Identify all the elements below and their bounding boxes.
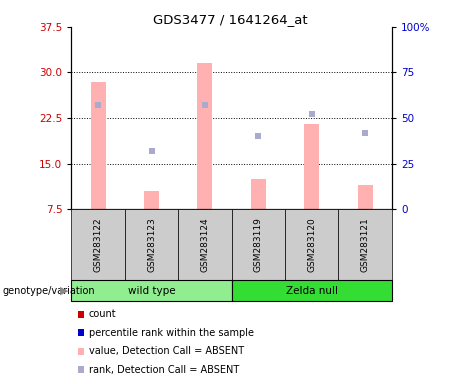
Bar [144, 191, 159, 209]
Bar [197, 63, 213, 209]
Bar [178, 209, 231, 280]
Text: GDS3477 / 1641264_at: GDS3477 / 1641264_at [153, 13, 308, 26]
Text: genotype/variation: genotype/variation [2, 286, 95, 296]
Bar [251, 179, 266, 209]
Text: value, Detection Call = ABSENT: value, Detection Call = ABSENT [89, 346, 244, 356]
Text: GSM283124: GSM283124 [201, 217, 209, 272]
Text: ▶: ▶ [60, 286, 68, 296]
Text: GSM283119: GSM283119 [254, 217, 263, 272]
Text: GSM283122: GSM283122 [94, 217, 103, 272]
Bar [358, 185, 372, 209]
Text: wild type: wild type [128, 286, 175, 296]
Text: count: count [89, 310, 117, 319]
Bar [304, 124, 319, 209]
Text: rank, Detection Call = ABSENT: rank, Detection Call = ABSENT [89, 365, 239, 375]
Text: GSM283120: GSM283120 [307, 217, 316, 272]
Bar [285, 209, 338, 280]
Bar [338, 209, 392, 280]
Text: GSM283123: GSM283123 [147, 217, 156, 272]
Text: GSM283121: GSM283121 [361, 217, 370, 272]
Text: percentile rank within the sample: percentile rank within the sample [89, 328, 254, 338]
Bar [231, 280, 392, 301]
Bar [71, 280, 231, 301]
Text: Zelda null: Zelda null [286, 286, 338, 296]
Bar [125, 209, 178, 280]
Bar [231, 209, 285, 280]
Bar [91, 82, 106, 209]
Bar [71, 209, 125, 280]
